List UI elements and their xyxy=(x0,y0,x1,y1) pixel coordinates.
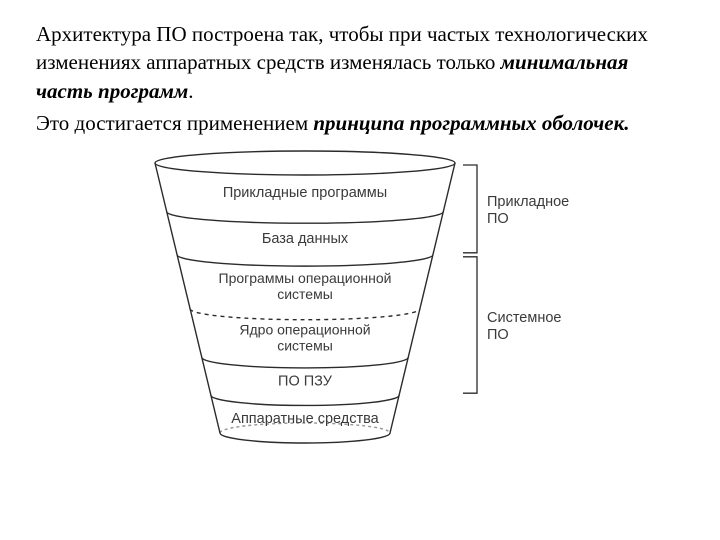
diagram-label: ПО xyxy=(487,211,509,227)
diagram-stroke xyxy=(190,309,420,320)
diagram-label: ПО xyxy=(487,327,509,343)
diagram-label: системы xyxy=(277,287,333,303)
diagram-stroke xyxy=(177,255,433,266)
diagram-stroke xyxy=(155,151,455,175)
p2-text-a: Это достигается применением xyxy=(36,111,313,135)
p2-emphasis: принципа программных оболочек. xyxy=(313,111,629,135)
diagram-label: База данных xyxy=(262,231,349,247)
diagram-label: Ядро операционной xyxy=(239,322,370,338)
paragraph-1: Архитектура ПО построена так, чтобы при … xyxy=(36,20,684,105)
diagram-stroke xyxy=(463,165,477,253)
diagram-stroke xyxy=(220,433,390,443)
diagram-label: Системное xyxy=(487,310,561,326)
funnel-diagram: Прикладные программы База данных Программы… xyxy=(145,145,575,455)
diagram-label: системы xyxy=(277,338,333,354)
diagram-label: Прикладные программы xyxy=(223,185,387,201)
diagram-stroke xyxy=(211,396,399,406)
diagram-stroke xyxy=(202,358,408,369)
diagram-label: ПО ПЗУ xyxy=(278,374,333,390)
diagram-stroke xyxy=(155,163,220,433)
diagram-label: Прикладное xyxy=(487,194,569,210)
figure: Прикладные программы База данных Программы… xyxy=(145,145,575,455)
diagram-stroke xyxy=(463,257,477,393)
paragraph-2: Это достигается применением принципа про… xyxy=(36,109,684,137)
diagram-stroke xyxy=(390,163,455,433)
p1-text-b: . xyxy=(188,79,193,103)
diagram-label: Аппаратные средства xyxy=(231,412,379,428)
diagram-stroke xyxy=(167,212,444,224)
page: Архитектура ПО построена так, чтобы при … xyxy=(0,0,720,540)
diagram-label: Программы операционной xyxy=(219,271,392,287)
